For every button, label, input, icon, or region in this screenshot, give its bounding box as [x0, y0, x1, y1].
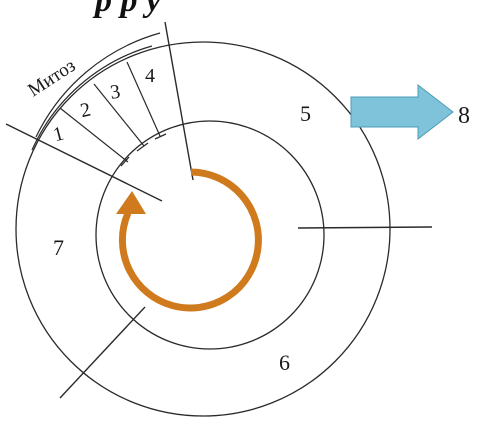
phase-label-6: 6 [279, 350, 290, 375]
phase-label-4: 4 [145, 65, 155, 87]
mitosis-divider-3 [126, 61, 161, 137]
phase-label-2: 2 [78, 99, 92, 123]
exit-label: 8 [458, 103, 470, 129]
cycle-arrowhead [116, 191, 146, 214]
phase-label-1: 1 [51, 123, 66, 147]
outer-circle [15, 41, 391, 417]
header-fragment: р р у [92, 0, 162, 19]
boundary-line-right [297, 226, 433, 229]
mitosis-label: Митоз [24, 55, 79, 101]
tick-2 [136, 142, 149, 152]
boundary-line-left [5, 123, 163, 202]
cycle-arrow [118, 168, 262, 312]
tick-1 [120, 156, 130, 167]
phase-label-5: 5 [300, 101, 311, 126]
exit-arrow [350, 83, 454, 141]
boundary-line-bottom-left [59, 306, 146, 399]
tick-3 [154, 133, 167, 140]
inner-circle [95, 120, 325, 350]
boundary-line-top [164, 21, 194, 181]
mitosis-divider-2 [93, 83, 145, 147]
phase-label-7: 7 [53, 235, 64, 260]
mitosis-arc-outer [31, 45, 153, 151]
mitosis-divider-1 [59, 107, 129, 163]
mitosis-arc-inner [35, 32, 161, 138]
phase-label-3: 3 [109, 81, 122, 104]
